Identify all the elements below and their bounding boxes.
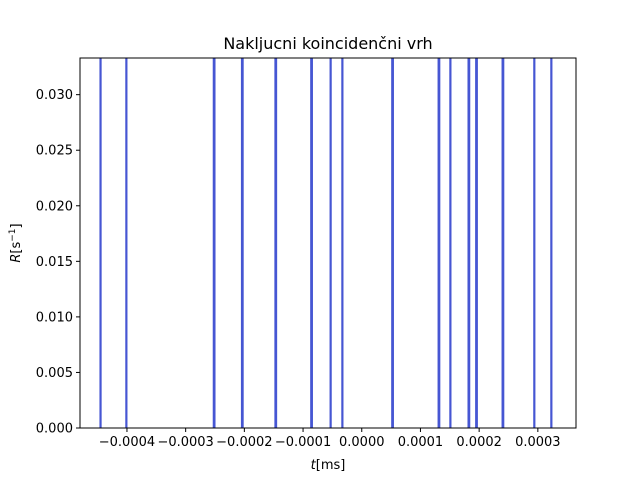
bar bbox=[329, 58, 332, 428]
bar bbox=[99, 58, 102, 428]
chart-title: Nakljucni koincidenčni vrh bbox=[223, 34, 432, 53]
x-tick-label: 0.0003 bbox=[515, 435, 561, 450]
y-axis-label-var: R bbox=[9, 254, 24, 263]
y-axis-label-close: ] bbox=[9, 223, 24, 228]
bar bbox=[475, 58, 478, 428]
bar bbox=[550, 58, 553, 428]
x-tick-label: 0.0002 bbox=[456, 435, 502, 450]
x-tick-label: −0.0002 bbox=[216, 435, 272, 450]
plot-frame bbox=[79, 57, 577, 429]
x-tick-label: 0.0000 bbox=[339, 435, 385, 450]
x-tick-label: 0.0001 bbox=[398, 435, 444, 450]
bar bbox=[533, 58, 536, 428]
y-tick-label: 0.025 bbox=[36, 144, 73, 159]
y-tick-label: 0.010 bbox=[36, 310, 73, 325]
y-axis-label: R[s−1] bbox=[8, 223, 24, 262]
x-tick-label: −0.0003 bbox=[157, 435, 213, 450]
bars-group bbox=[99, 58, 553, 428]
y-axis-label-exponent: −1 bbox=[8, 228, 18, 241]
x-axis-label-var: t bbox=[311, 458, 317, 473]
bar bbox=[274, 58, 278, 428]
y-tick-label: 0.015 bbox=[36, 255, 73, 270]
y-axis-ticks: 0.000 0.005 0.010 0.015 0.020 0.025 0.030 bbox=[36, 88, 80, 437]
bar bbox=[391, 58, 394, 428]
bar bbox=[213, 58, 216, 428]
y-axis-label-unit: [s bbox=[9, 242, 24, 254]
bar bbox=[502, 58, 505, 428]
bar bbox=[341, 58, 344, 428]
bar bbox=[125, 58, 128, 428]
bar bbox=[449, 58, 452, 428]
x-axis-label-unit: [ms] bbox=[316, 458, 346, 473]
y-tick-label: 0.005 bbox=[36, 366, 73, 381]
bar bbox=[438, 58, 441, 428]
y-tick-label: 0.030 bbox=[36, 88, 73, 103]
x-tick-label: −0.0004 bbox=[99, 435, 155, 450]
x-tick-label: −0.0001 bbox=[275, 435, 331, 450]
y-tick-label: 0.000 bbox=[36, 422, 73, 437]
x-axis-label: t[ms] bbox=[311, 458, 346, 473]
bar bbox=[468, 58, 471, 428]
y-tick-label: 0.020 bbox=[36, 199, 73, 214]
x-axis-ticks: −0.0004 −0.0003 −0.0002 −0.0001 0.0000 0.0001… bbox=[99, 428, 561, 450]
bar bbox=[310, 58, 313, 428]
bar bbox=[241, 58, 244, 428]
